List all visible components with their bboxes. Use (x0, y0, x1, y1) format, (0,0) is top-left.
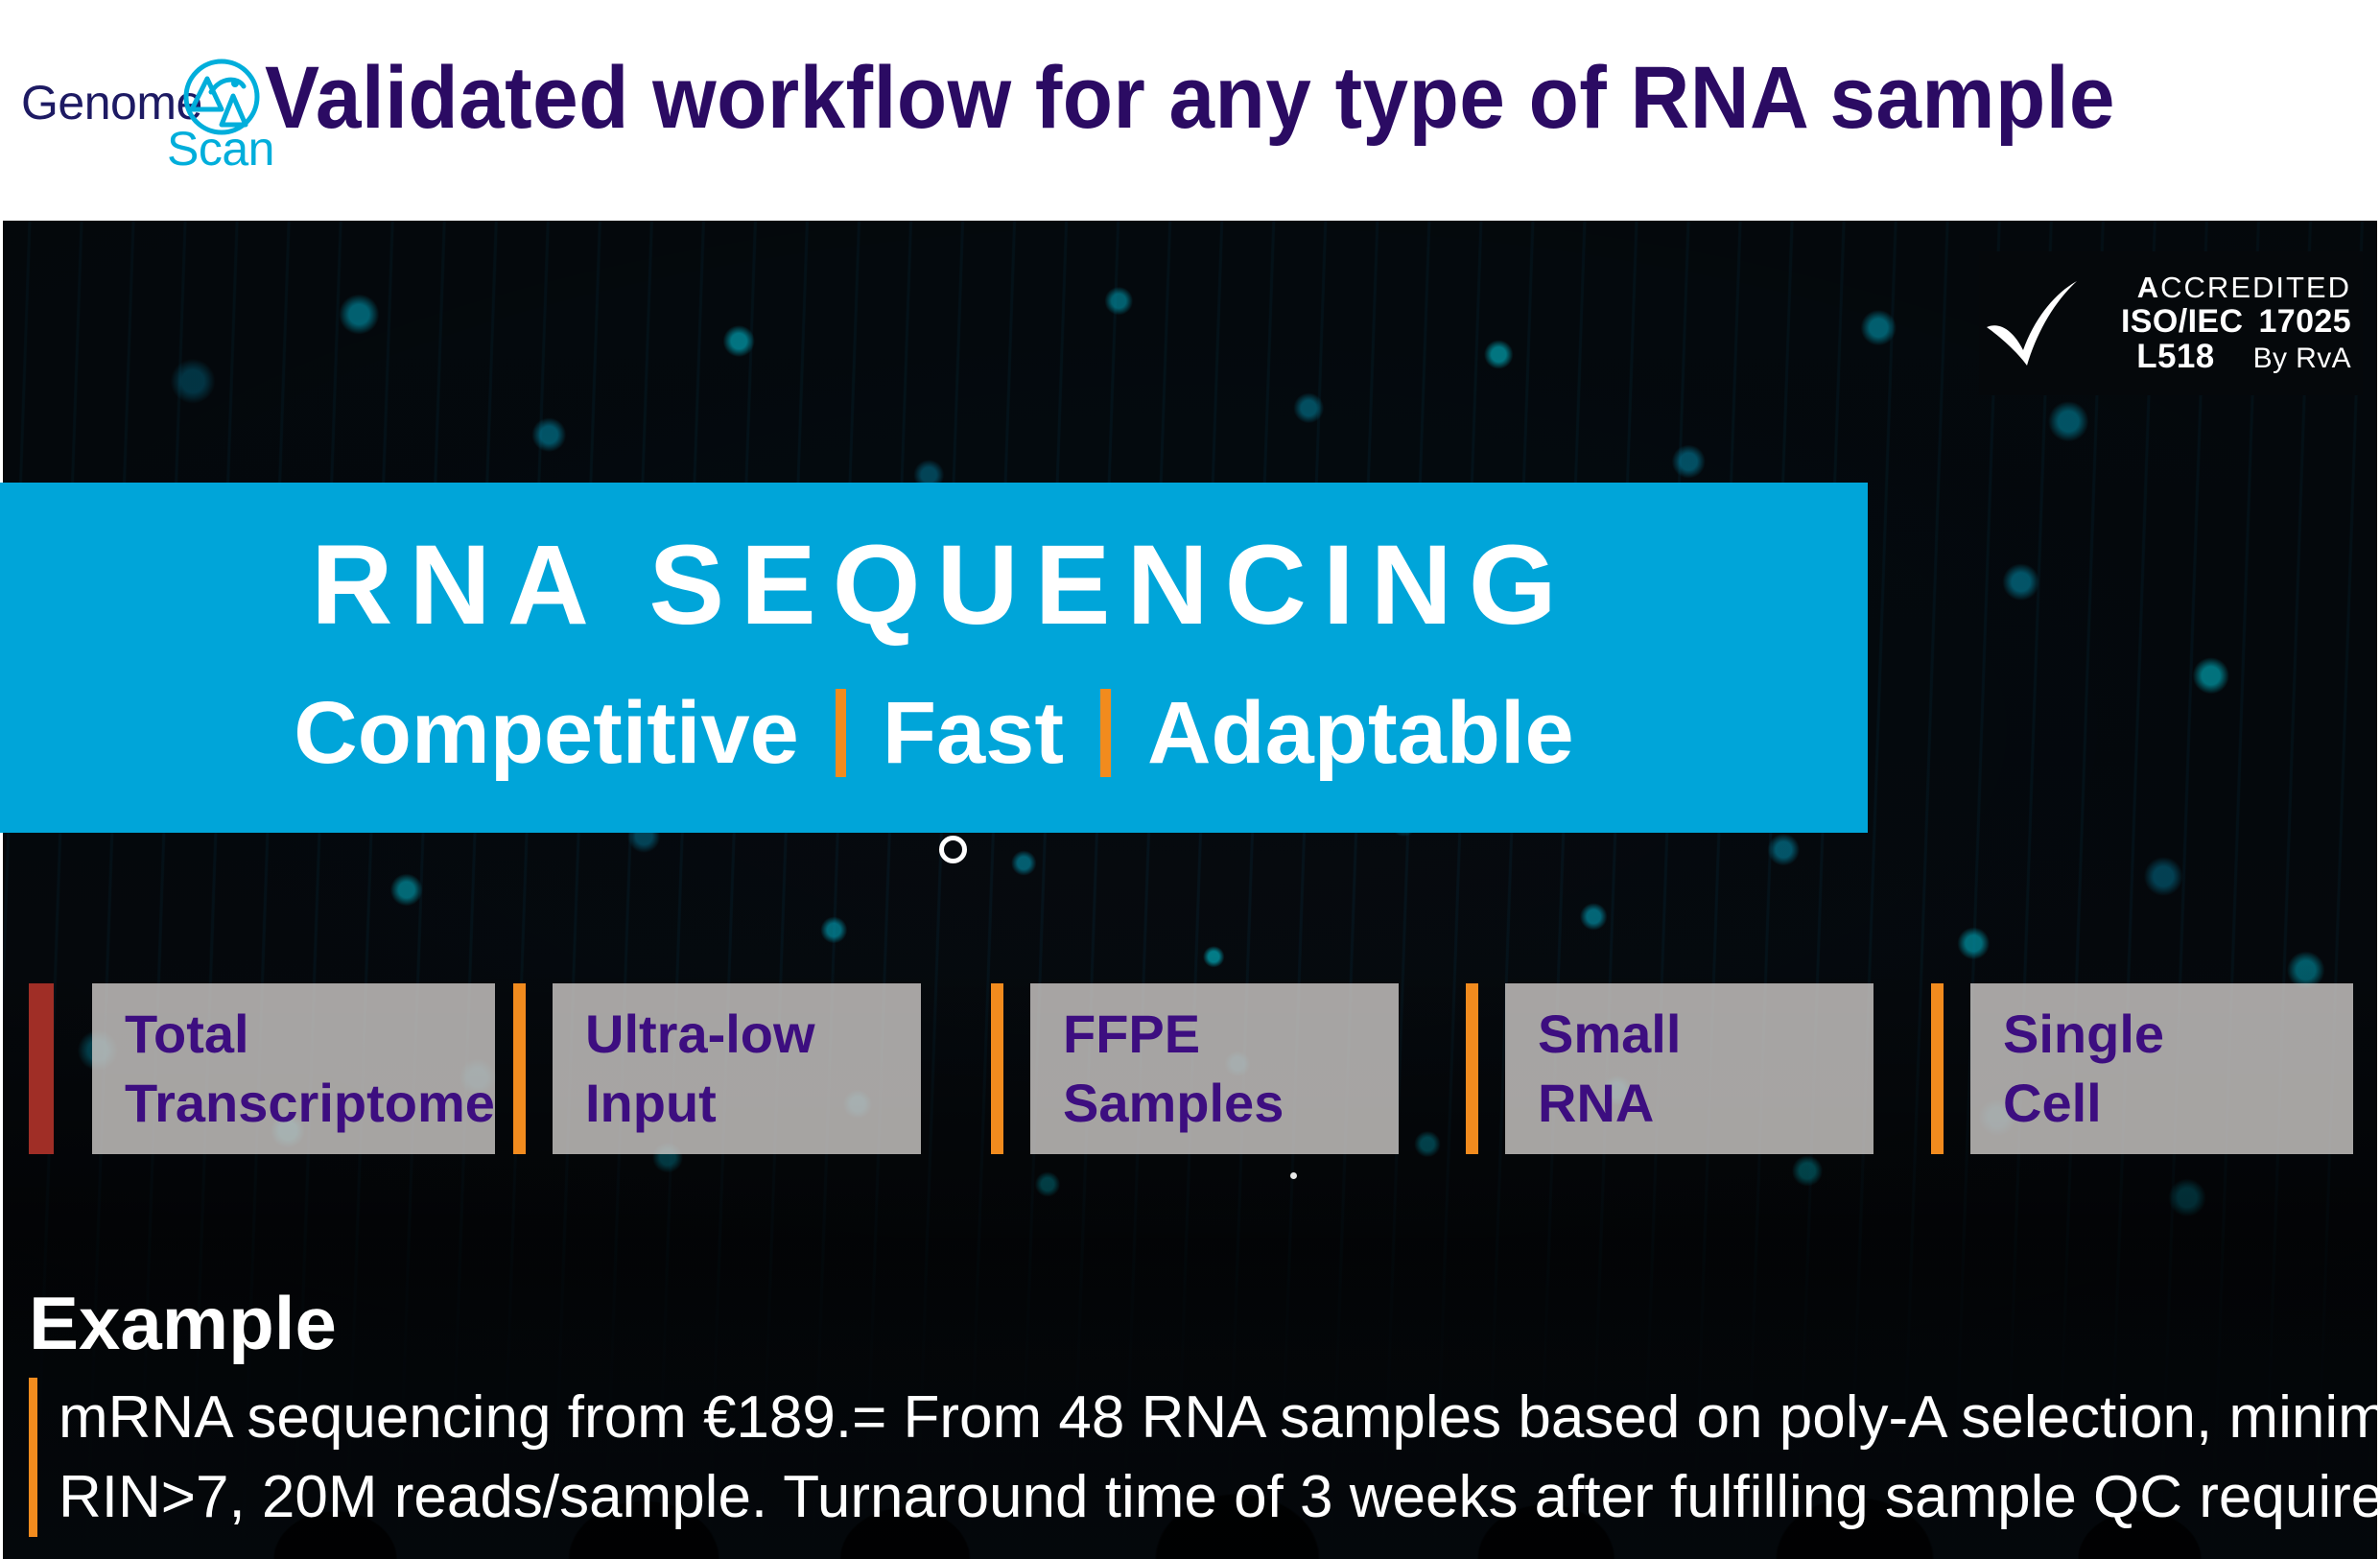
sample-type-line-2: Transcriptome (125, 1073, 495, 1133)
page-title: Validated workflow for any type of RNA s… (265, 49, 2115, 147)
sample-type-ffpe-samples[interactable]: FFPE Samples (991, 983, 1399, 1154)
sample-type-line-2: Input (585, 1073, 717, 1133)
example-block: Example mRNA sequencing from €189.= From… (29, 1281, 2380, 1538)
banner-subtitle-row: Competitive Fast Adaptable (0, 689, 1868, 777)
example-text: mRNA sequencing from €189.= From 48 RNA … (37, 1378, 2380, 1537)
banner-separator-1 (835, 689, 846, 777)
sample-type-accent-bar (991, 983, 1003, 1154)
badge-standard-name: ISO/IEC (2120, 302, 2244, 340)
sample-type-single-cell[interactable]: Single Cell (1931, 983, 2353, 1154)
sample-type-line-1: Ultra-low (585, 1004, 815, 1065)
sample-type-small-rna[interactable]: Small RNA (1466, 983, 1873, 1154)
sample-type-label-box: FFPE Samples (1030, 983, 1399, 1154)
badge-accredited-rest: CCREDITED (2160, 271, 2351, 304)
badge-line-code: L518 By RvA (2086, 339, 2351, 374)
badge-line-standard: ISO/IEC 17025 (2086, 304, 2351, 339)
sample-type-label-box: Small RNA (1505, 983, 1873, 1154)
header-bar: Genome Scan Validated workflow for any t… (0, 0, 2380, 221)
sample-type-line-1: Single (2003, 1004, 2165, 1065)
badge-line-accredited: ACCREDITED (2086, 272, 2351, 304)
banner-title: RNA SEQUENCING (311, 522, 1573, 649)
banner-benefit-competitive: Competitive (294, 684, 799, 782)
hero-image (3, 221, 2377, 1559)
example-text-line-1: mRNA sequencing from €189.= From 48 RNA … (59, 1384, 2380, 1451)
banner-benefit-adaptable: Adaptable (1146, 684, 1574, 782)
sample-type-line-1: Total (125, 1004, 249, 1065)
example-text-line-2: RIN>7, 20M reads/sample. Turnaround time… (59, 1464, 2380, 1531)
badge-standard-number: 17025 (2258, 302, 2351, 340)
badge-issuer: By RvA (2252, 342, 2351, 374)
hero-speck-dot (1290, 1172, 1297, 1179)
sample-type-label-box: Total Transcriptome (92, 983, 495, 1154)
banner-separator-2 (1099, 689, 1111, 777)
genomescan-globe-bird-icon (182, 58, 261, 136)
badge-accredited-initial: A (2136, 271, 2161, 304)
sample-type-label-box: Ultra-low Input (553, 983, 921, 1154)
example-body: mRNA sequencing from €189.= From 48 RNA … (29, 1378, 2380, 1538)
sample-type-accent-bar (1466, 983, 1478, 1154)
logo-wordmark: Genome (21, 76, 202, 130)
sample-type-label-box: Single Cell (1970, 983, 2353, 1154)
sample-type-total-transcriptome[interactable]: Total Transcriptome (29, 983, 495, 1154)
sample-type-line-1: FFPE (1063, 1004, 1201, 1065)
sample-type-accent-bar (29, 983, 54, 1154)
sample-type-line-2: Cell (2003, 1073, 2102, 1133)
checkmark-icon (1979, 251, 2086, 395)
accreditation-badge: ACCREDITED ISO/IEC 17025 L518 By RvA (1979, 251, 2363, 395)
badge-text-block: ACCREDITED ISO/IEC 17025 L518 By RvA (2086, 272, 2363, 374)
genomescan-logo: Genome Scan (21, 50, 274, 175)
sample-type-line-1: Small (1538, 1004, 1682, 1065)
banner-benefit-fast: Fast (882, 684, 1064, 782)
sample-type-row: Total Transcriptome Ultra-low Input FFPE… (0, 983, 2380, 1154)
rna-sequencing-banner: RNA SEQUENCING Competitive Fast Adaptabl… (0, 483, 1868, 833)
example-heading: Example (29, 1281, 337, 1365)
example-accent-bar (29, 1378, 37, 1538)
hero-speck-circle (939, 836, 967, 863)
sample-type-accent-bar (513, 983, 526, 1154)
logo-sub-wordmark: Scan (167, 122, 274, 176)
sample-type-ultra-low-input[interactable]: Ultra-low Input (513, 983, 921, 1154)
sample-type-line-2: Samples (1063, 1073, 1284, 1133)
sample-type-line-2: RNA (1538, 1073, 1655, 1133)
badge-lab-code: L518 (2136, 337, 2215, 375)
sample-type-accent-bar (1931, 983, 1944, 1154)
hero-crowd-silhouette (3, 1242, 2377, 1559)
